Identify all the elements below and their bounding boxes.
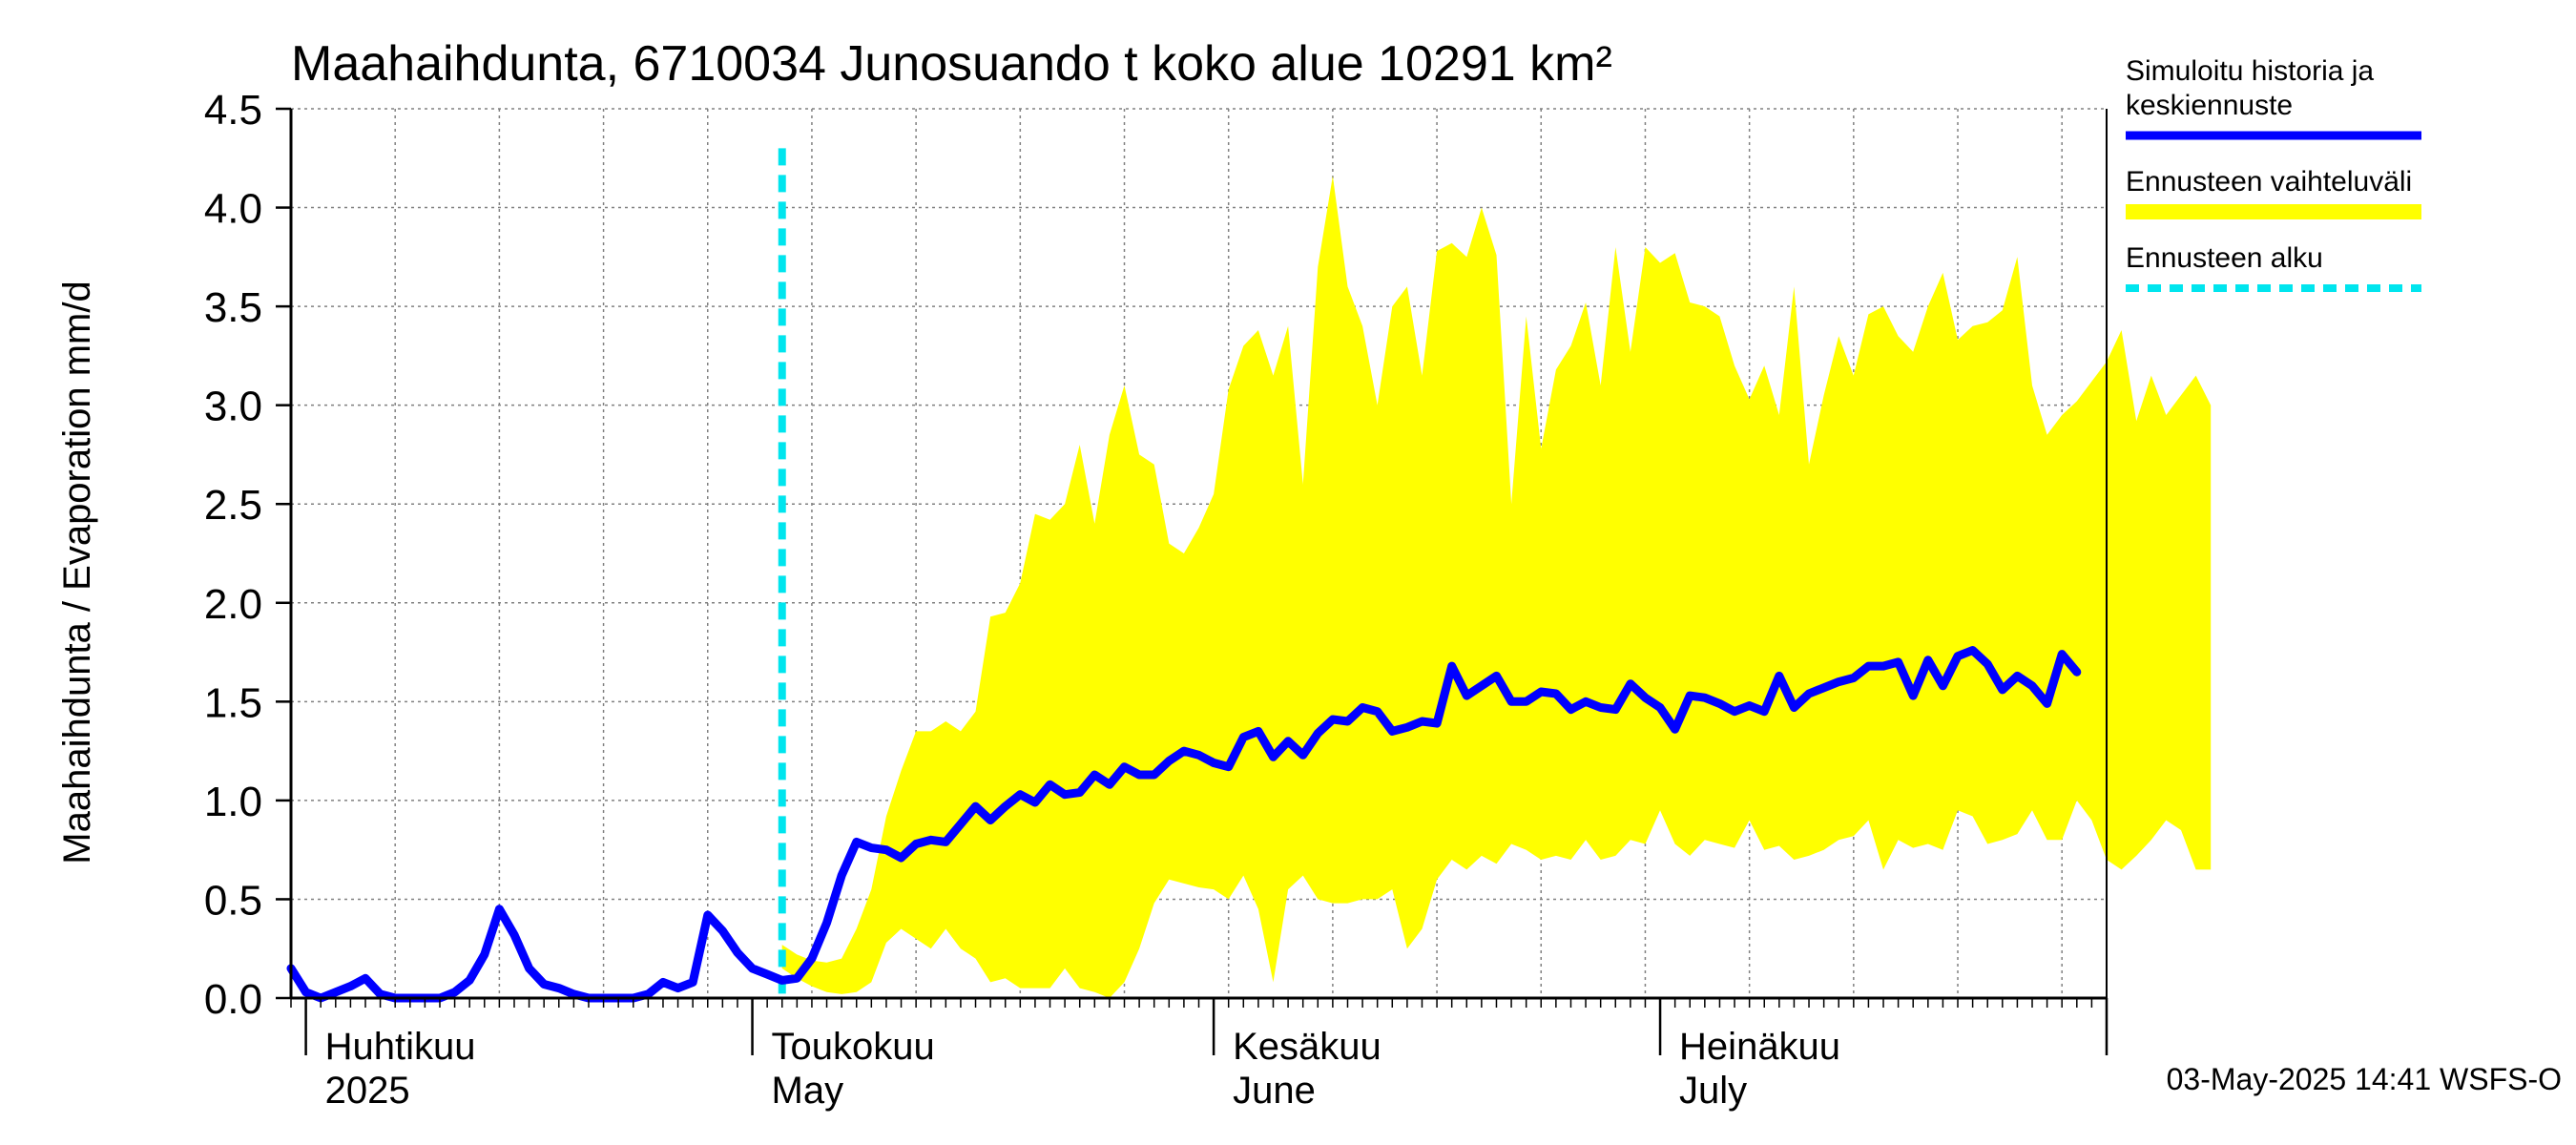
y-tick-label: 2.5 — [204, 482, 262, 529]
axes-layer — [276, 107, 2109, 1055]
y-tick-label: 0.0 — [204, 976, 262, 1023]
y-tick-label: 3.0 — [204, 384, 262, 430]
y-tick-label: 2.0 — [204, 581, 262, 628]
month-label-en: 2025 — [325, 1070, 410, 1112]
month-label-en: June — [1233, 1070, 1316, 1112]
y-tick-labels: 0.0 0.5 1.0 1.5 2.0 2.5 3.0 3.5 4.0 4.5 — [204, 87, 262, 1023]
month-label-fi: Heinäkuu — [1679, 1026, 1840, 1068]
chart-title: Maahaihdunta, 6710034 Junosuando t koko … — [291, 36, 1612, 92]
y-axis-label: Maahaihdunta / Evaporation mm/d — [56, 281, 98, 864]
y-tick-label: 1.5 — [204, 679, 262, 726]
y-tick-label: 1.0 — [204, 779, 262, 825]
month-label-fi: Toukokuu — [772, 1026, 935, 1068]
legend-label: Ennusteen alku — [2126, 242, 2323, 274]
month-label-en: May — [772, 1070, 844, 1112]
legend-label: Ennusteen vaihteluväli — [2126, 166, 2412, 198]
y-tick-label: 3.5 — [204, 284, 262, 331]
y-tick-label: 4.5 — [204, 87, 262, 134]
y-tick-label: 4.0 — [204, 186, 262, 233]
month-label-en: July — [1679, 1070, 1747, 1112]
y-tick-label: 0.5 — [204, 877, 262, 924]
month-label-fi: Kesäkuu — [1233, 1026, 1381, 1068]
legend-label: keskiennuste — [2126, 90, 2293, 121]
legend-swatch-band — [2126, 204, 2421, 219]
forecast-range-band — [781, 176, 2212, 998]
forecast-band-layer — [781, 176, 2212, 998]
month-label-fi: Huhtikuu — [325, 1026, 476, 1068]
legend-label: Simuloitu historia ja — [2126, 55, 2374, 87]
footer-timestamp: 03-May-2025 14:41 WSFS-O — [2167, 1062, 2562, 1096]
